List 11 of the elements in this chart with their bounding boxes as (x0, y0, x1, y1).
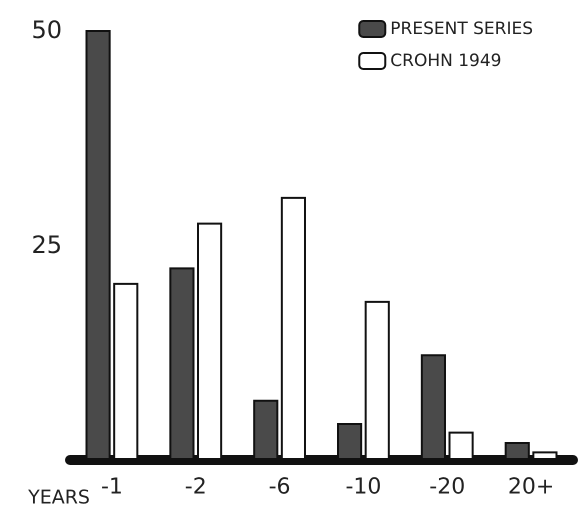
x-axis-title: YEARS (27, 486, 90, 508)
x-tick-label: 20+ (508, 474, 554, 500)
legend-label: CROHN 1949 (390, 51, 502, 71)
x-tick-label: -6 (268, 474, 291, 500)
y-tick-label: 25 (31, 231, 62, 259)
x-tick-label: -2 (184, 474, 207, 500)
legend-label: PRESENT SERIES (390, 19, 533, 39)
x-tick-label: -10 (345, 474, 382, 500)
x-tick-label: -20 (429, 474, 466, 500)
x-tick-label: -1 (100, 474, 123, 500)
y-tick-label: 50 (31, 16, 62, 44)
